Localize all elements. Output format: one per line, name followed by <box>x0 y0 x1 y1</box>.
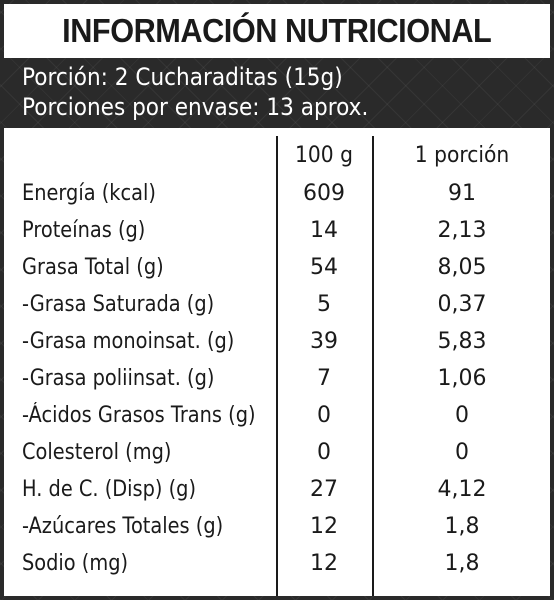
nutrient-label: Energía (kcal) <box>22 181 156 206</box>
table-row: -Azúcares Totales (g) 12 1,8 <box>4 509 550 545</box>
title-bar: INFORMACIÓN NUTRICIONAL <box>4 4 550 58</box>
table-row: -Ácidos Grasos Trans (g) 0 0 <box>4 398 550 434</box>
column-divider <box>372 136 374 596</box>
nutrient-label: -Grasa poliinsat. (g) <box>22 366 215 391</box>
table-row: Colesterol (mg) 0 0 <box>4 435 550 471</box>
value-per-100g: 27 <box>310 477 338 502</box>
value-per-portion: 2,13 <box>437 218 487 243</box>
nutrient-label: -Azúcares Totales (g) <box>22 514 224 539</box>
table-row: -Grasa Saturada (g) 5 0,37 <box>4 287 550 323</box>
serving-size: Porción: 2 Cucharaditas (15g) <box>22 63 343 91</box>
nutrient-label: Proteínas (g) <box>22 218 146 243</box>
table-row: Energía (kcal) 609 91 <box>4 176 550 212</box>
value-per-portion: 91 <box>448 181 476 206</box>
table-row: Sodio (mg) 12 1,8 <box>4 546 550 582</box>
header-per-100g: 100 g <box>295 143 353 168</box>
nutrient-label: Grasa Total (g) <box>22 255 164 280</box>
value-per-100g: 7 <box>317 366 331 391</box>
label-title: INFORMACIÓN NUTRICIONAL <box>62 12 492 49</box>
nutrient-label: H. de C. (Disp) (g) <box>22 477 197 502</box>
nutrient-label: Colesterol (mg) <box>22 440 172 465</box>
table-row: H. de C. (Disp) (g) 27 4,12 <box>4 472 550 508</box>
nutrition-table: 100 g 1 porción Energía (kcal) 609 91 Pr… <box>4 128 550 596</box>
header-per-portion: 1 porción <box>414 143 510 168</box>
value-per-100g: 0 <box>317 440 331 465</box>
nutrient-label: -Grasa Saturada (g) <box>22 292 215 317</box>
value-per-portion: 5,83 <box>437 329 487 354</box>
table-row: Grasa Total (g) 54 8,05 <box>4 250 550 286</box>
table-row: -Grasa poliinsat. (g) 7 1,06 <box>4 361 550 397</box>
nutrient-label: -Grasa monoinsat. (g) <box>22 329 235 354</box>
value-per-portion: 8,05 <box>437 255 487 280</box>
value-per-100g: 0 <box>317 403 331 428</box>
value-per-100g: 54 <box>310 255 338 280</box>
value-per-portion: 1,8 <box>444 551 480 576</box>
value-per-portion: 0 <box>455 403 469 428</box>
value-per-100g: 14 <box>310 218 338 243</box>
nutrient-label: Sodio (mg) <box>22 551 129 576</box>
value-per-portion: 0,37 <box>437 292 487 317</box>
value-per-portion: 1,8 <box>444 514 480 539</box>
table-row: -Grasa monoinsat. (g) 39 5,83 <box>4 324 550 360</box>
nutrient-label: -Ácidos Grasos Trans (g) <box>22 403 256 428</box>
value-per-100g: 39 <box>310 329 338 354</box>
value-per-100g: 12 <box>310 551 338 576</box>
value-per-portion: 1,06 <box>437 366 487 391</box>
servings-per-container: Porciones por envase: 13 aprox. <box>22 93 369 121</box>
value-per-100g: 12 <box>310 514 338 539</box>
value-per-100g: 5 <box>317 292 331 317</box>
value-per-100g: 609 <box>303 181 345 206</box>
value-per-portion: 4,12 <box>437 477 487 502</box>
value-per-portion: 0 <box>455 440 469 465</box>
table-row: Proteínas (g) 14 2,13 <box>4 213 550 249</box>
table-header-row: 100 g 1 porción <box>4 138 550 174</box>
column-divider <box>276 136 278 596</box>
